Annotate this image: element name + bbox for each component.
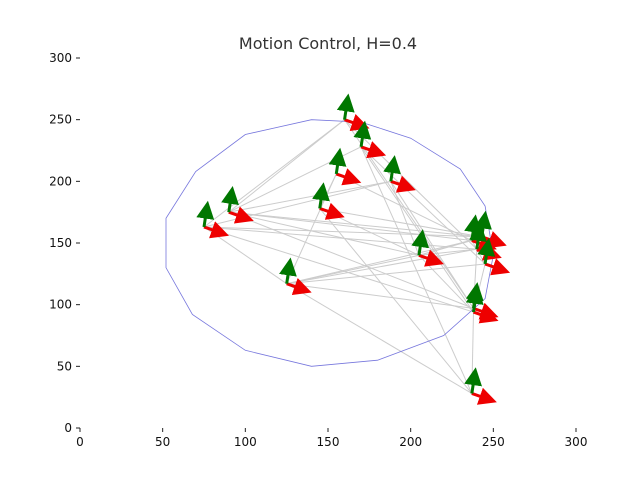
agent-heading-y-arrow — [465, 285, 484, 313]
agent — [279, 257, 312, 296]
agent — [196, 200, 230, 239]
agent-heading-y-arrow — [383, 155, 401, 182]
link-line — [286, 283, 474, 309]
agent — [477, 237, 511, 276]
link-line — [228, 211, 474, 309]
link-lines — [203, 119, 486, 394]
link-line — [203, 226, 482, 238]
link-line — [390, 181, 474, 309]
agent-heading-y-arrow — [469, 222, 487, 250]
y-tick-label: 100 — [49, 298, 72, 312]
agent-heading-y-arrow — [411, 229, 430, 256]
agent-heading-x-arrow — [481, 231, 507, 249]
agent-heading-x-arrow — [418, 249, 444, 267]
x-tick-label: 50 — [155, 435, 170, 449]
boundary-layer — [165, 119, 494, 367]
link-line — [228, 146, 362, 213]
link-line — [203, 119, 345, 228]
x-tick-label: 100 — [234, 435, 257, 449]
agent-heading-x-arrow — [335, 168, 362, 186]
agent — [383, 155, 416, 193]
agent-heading-y-arrow — [312, 182, 330, 209]
agent-heading-y-arrow — [221, 185, 239, 213]
link-line — [286, 240, 472, 285]
agent-heading-y-arrow — [464, 367, 483, 394]
agent — [353, 120, 387, 159]
link-line — [360, 146, 486, 265]
agent-heading-x-arrow — [203, 221, 230, 239]
agent-heading-x-arrow — [228, 206, 254, 224]
agent-heading-y-arrow — [477, 237, 496, 265]
agent-heading-x-arrow — [286, 278, 312, 296]
agent — [465, 285, 499, 324]
link-line — [336, 173, 473, 241]
agent-heading-y-arrow — [336, 93, 355, 120]
agent-heading-x-arrow — [472, 306, 499, 324]
link-line — [228, 180, 391, 213]
y-tick-label: 250 — [49, 113, 72, 127]
link-line — [319, 207, 482, 238]
x-tick-label: 200 — [399, 435, 422, 449]
y-tick-label: 50 — [57, 359, 72, 373]
link-line — [228, 211, 472, 242]
agent-heading-x-arrow — [319, 202, 345, 220]
agent — [221, 185, 254, 224]
agent-heading-x-arrow — [390, 175, 416, 193]
agent — [474, 210, 507, 249]
agent-heading-y-arrow — [279, 257, 297, 284]
y-tick-label: 150 — [49, 236, 72, 250]
link-line — [360, 146, 473, 394]
agent-heading-y-arrow — [474, 210, 492, 238]
agent — [328, 147, 362, 186]
link-line — [286, 283, 473, 394]
link-line — [319, 208, 473, 394]
link-line — [228, 211, 482, 238]
boundary-polygon — [165, 119, 494, 367]
x-tick-label: 300 — [565, 435, 588, 449]
agent — [312, 182, 345, 220]
y-tick-label: 200 — [49, 174, 72, 188]
agent-heading-x-arrow — [484, 258, 511, 276]
y-tick-label: 0 — [64, 421, 72, 435]
agent-heading-y-arrow — [328, 147, 347, 175]
agents — [196, 93, 511, 405]
link-line — [228, 119, 345, 213]
chart-title: Motion Control, H=0.4 — [239, 34, 417, 53]
x-tick-label: 250 — [482, 435, 505, 449]
link-line — [228, 211, 420, 256]
axes: 0 50 100 150 200 250 300 0 50 100 150 200 250 300 — [49, 51, 587, 449]
link-line — [203, 226, 287, 285]
link-line — [286, 263, 486, 285]
x-tick-label: 0 — [76, 435, 84, 449]
agent-heading-x-arrow — [471, 387, 497, 405]
agent-heading-y-arrow — [353, 120, 372, 148]
agent-heading-x-arrow — [360, 141, 387, 159]
agent-heading-y-arrow — [464, 214, 483, 241]
link-line — [286, 248, 477, 285]
agent — [464, 367, 497, 405]
agent-heading-y-arrow — [196, 200, 215, 228]
y-tick-label: 300 — [49, 51, 72, 65]
link-line — [203, 226, 477, 250]
x-tick-label: 150 — [317, 435, 340, 449]
agent — [411, 229, 444, 267]
